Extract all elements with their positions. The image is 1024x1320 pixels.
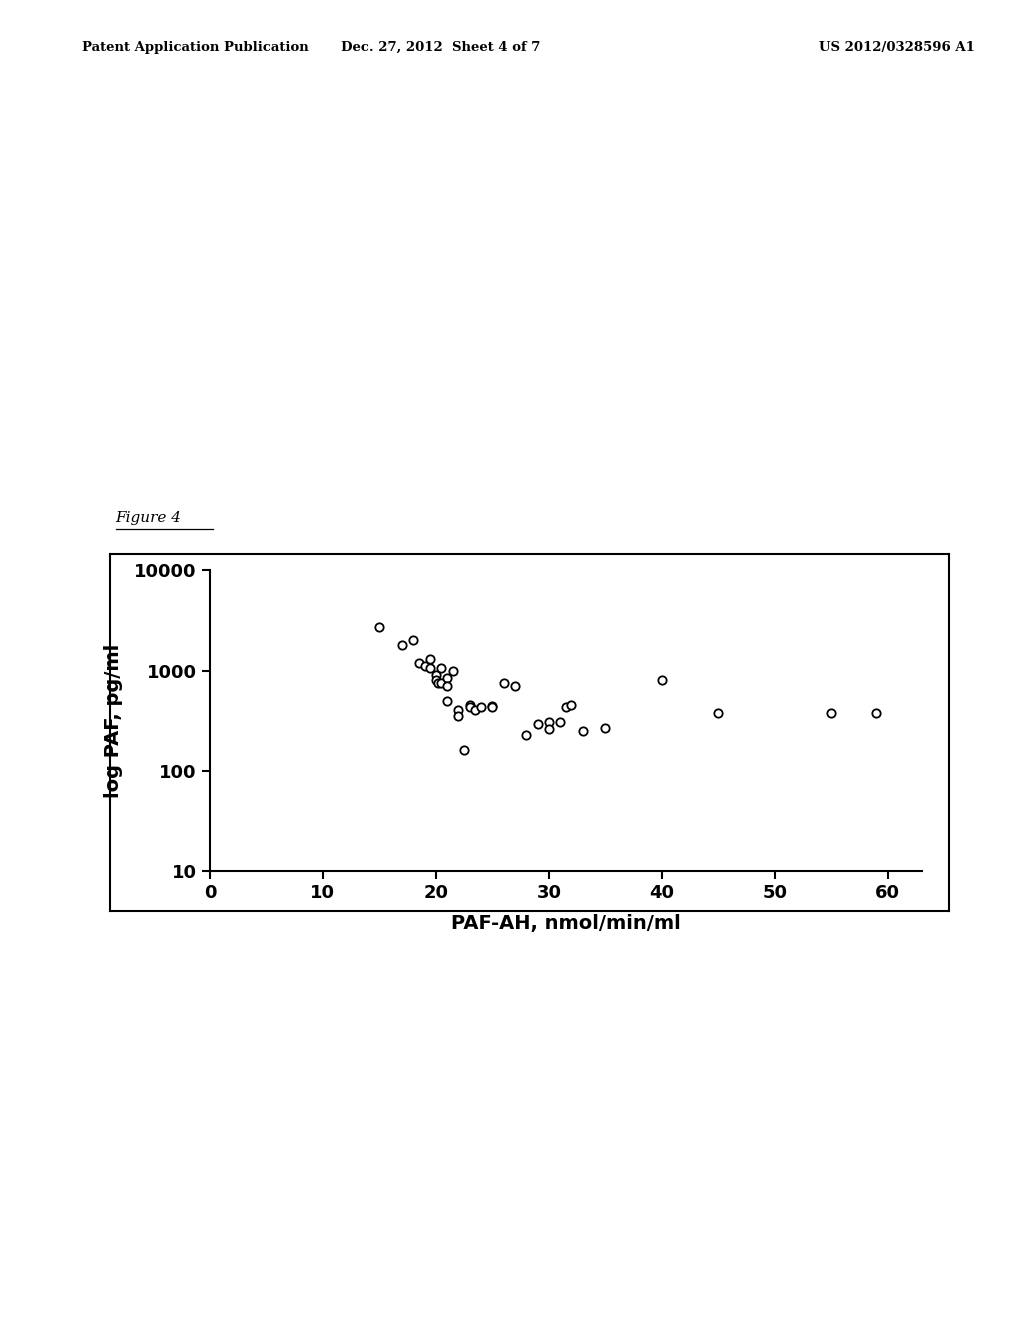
Point bbox=[597, 717, 613, 738]
Point bbox=[428, 664, 444, 685]
Point bbox=[518, 725, 535, 746]
Point bbox=[430, 672, 446, 693]
X-axis label: PAF-AH, nmol/min/ml: PAF-AH, nmol/min/ml bbox=[451, 913, 681, 932]
Point bbox=[462, 697, 478, 718]
Point bbox=[541, 718, 557, 739]
Point bbox=[439, 676, 456, 697]
Point bbox=[496, 672, 512, 693]
Point bbox=[411, 652, 427, 673]
Point bbox=[653, 669, 670, 690]
Point bbox=[456, 739, 472, 760]
Text: Patent Application Publication: Patent Application Publication bbox=[82, 41, 308, 54]
Point bbox=[417, 656, 433, 677]
Point bbox=[552, 711, 568, 733]
Text: Dec. 27, 2012  Sheet 4 of 7: Dec. 27, 2012 Sheet 4 of 7 bbox=[341, 41, 540, 54]
Point bbox=[710, 702, 726, 723]
Point bbox=[467, 700, 483, 721]
Point bbox=[823, 702, 840, 723]
Point bbox=[563, 694, 580, 715]
Point bbox=[484, 696, 501, 717]
Point bbox=[433, 657, 450, 678]
Point bbox=[484, 697, 501, 718]
Point bbox=[451, 700, 467, 721]
Point bbox=[574, 721, 591, 742]
Text: Figure 4: Figure 4 bbox=[116, 511, 181, 525]
Point bbox=[507, 676, 523, 697]
Point bbox=[529, 714, 546, 735]
Point bbox=[439, 690, 456, 711]
Text: US 2012/0328596 A1: US 2012/0328596 A1 bbox=[819, 41, 975, 54]
Point bbox=[406, 630, 422, 651]
Y-axis label: log PAF, pg/ml: log PAF, pg/ml bbox=[104, 644, 123, 797]
Point bbox=[433, 672, 450, 693]
Point bbox=[868, 702, 885, 723]
Point bbox=[462, 694, 478, 715]
Point bbox=[394, 635, 411, 656]
Point bbox=[371, 616, 387, 638]
Point bbox=[422, 648, 438, 669]
Point bbox=[422, 657, 438, 678]
Point bbox=[473, 697, 489, 718]
Point bbox=[541, 711, 557, 733]
Point bbox=[557, 697, 573, 718]
Point bbox=[439, 667, 456, 688]
Point bbox=[451, 706, 467, 727]
Point bbox=[428, 669, 444, 690]
Point bbox=[444, 660, 461, 681]
